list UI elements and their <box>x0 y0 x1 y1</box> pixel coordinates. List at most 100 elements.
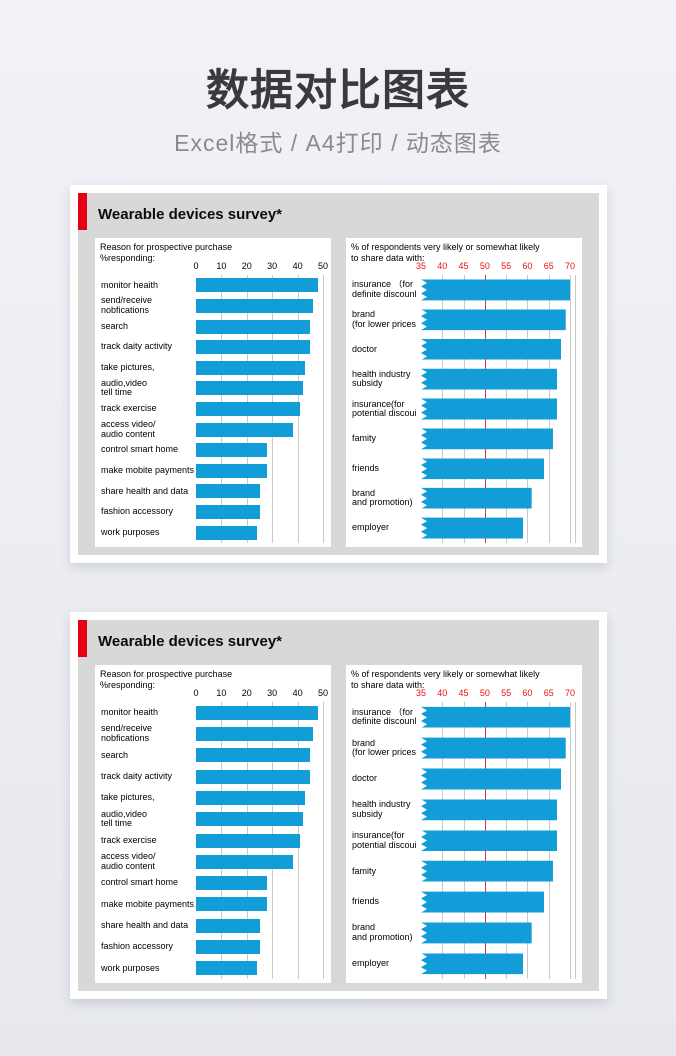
axis-tick-label: 60 <box>522 261 533 271</box>
page-subtitle: Excel格式 / A4打印 / 动态图表 <box>174 130 502 156</box>
axis-tick-label: 0 <box>193 688 199 698</box>
bar-row: brand and promotion) <box>346 917 582 948</box>
bar-row: brand and promotion) <box>346 483 582 513</box>
bar-track <box>421 948 576 979</box>
axis-tick-label: 10 <box>216 261 227 271</box>
bar <box>421 922 532 944</box>
axis-tick-label: 45 <box>458 261 469 271</box>
axis-tick-label: 30 <box>267 688 278 698</box>
axis-tick-label: 50 <box>479 688 490 698</box>
bar <box>196 790 306 805</box>
bar-track <box>196 830 323 851</box>
charts-row: Reason for prospective purchase %respond… <box>95 665 582 983</box>
bar-track <box>421 702 576 733</box>
bar-track <box>196 723 323 744</box>
bar-label: health industry subsidy <box>352 369 411 389</box>
bar <box>421 517 524 539</box>
bar-label: audio,video tell time <box>101 809 148 829</box>
chart-title: % of respondents very likely or somewhat… <box>351 242 540 263</box>
charts-row: Reason for prospective purchase %respond… <box>95 238 582 547</box>
bar-track <box>196 296 323 317</box>
bar-track <box>196 894 323 915</box>
axis-tick-label: 30 <box>267 261 278 271</box>
bar <box>196 897 268 912</box>
bar-row: health industry subsidy <box>346 364 582 394</box>
bar-label: insurance(for potential discoui <box>352 831 417 850</box>
bar-row: friends <box>346 887 582 918</box>
bar <box>421 706 570 728</box>
bar-row: track daity activity <box>95 337 331 358</box>
bar-label: track exercise <box>101 835 157 845</box>
bar-row: access video/ audio content <box>95 851 331 872</box>
bar <box>421 398 558 420</box>
bar-row: take pictures, <box>95 357 331 378</box>
axis-tick-label: 60 <box>522 688 533 698</box>
bar-track <box>196 399 323 420</box>
bar-row: access video/ audio content <box>95 419 331 440</box>
bar <box>421 953 524 975</box>
bar <box>421 279 570 301</box>
bar <box>421 737 566 759</box>
bar-label: access video/ audio content <box>101 852 156 871</box>
bar-track <box>421 305 576 335</box>
bar-label: monitor heaith <box>101 280 159 290</box>
bar-label: fashion accessory <box>101 507 174 517</box>
bar-row: monitor heaith <box>95 275 331 296</box>
share-data-chart: % of respondents very likely or somewhat… <box>346 665 582 983</box>
bar-label: access video/ audio content <box>101 420 156 439</box>
bar-label: send/receive nobfications <box>101 724 153 743</box>
bar-track <box>196 440 323 461</box>
bar <box>196 298 313 313</box>
bar-label: send/receive nobfications <box>101 296 153 315</box>
bar-row: audio,video tell time <box>95 809 331 830</box>
bar-track <box>196 958 323 979</box>
bar-label: friends <box>352 897 380 907</box>
bar-rows: insurance （for definite discounl brand (f… <box>346 275 582 543</box>
bar-row: take pictures, <box>95 787 331 808</box>
bar-track <box>421 856 576 887</box>
bar <box>196 340 311 355</box>
bar-label: share health and data <box>101 486 189 496</box>
bar-track <box>421 483 576 513</box>
bar-row: control smart home <box>95 873 331 894</box>
bar-label: insurance(for potential discoui <box>352 399 417 419</box>
bar-track <box>421 364 576 394</box>
bar <box>196 422 293 437</box>
bar <box>421 428 553 450</box>
bar-label: doctor <box>352 344 378 354</box>
bar-row: control smart home <box>95 440 331 461</box>
bar-label: track daity activity <box>101 342 173 352</box>
gridline <box>570 702 571 979</box>
bar <box>421 368 558 390</box>
bar-row: send/receive nobfications <box>95 723 331 744</box>
chart-title: % of respondents very likely or somewhat… <box>351 669 540 690</box>
survey-panel: Wearable devices survey* Reason for pros… <box>78 620 599 991</box>
bar-label: brand and promotion) <box>352 488 413 508</box>
axis-tick-label: 50 <box>479 261 490 271</box>
bar-row: brand (for lower prices <box>346 733 582 764</box>
bar <box>421 799 558 821</box>
bar-row: search <box>95 316 331 337</box>
axis-tick-label: 50 <box>317 261 329 271</box>
x-axis: 0 10 20 30 40 50 <box>193 688 328 699</box>
bar-track <box>196 915 323 936</box>
bar <box>196 463 268 478</box>
bar-label: brand (for lower prices <box>352 738 417 758</box>
axis-tick-label: 50 <box>317 688 329 698</box>
bar-label: work purposes <box>101 963 160 973</box>
bar <box>421 830 558 852</box>
bar-row: famity <box>346 856 582 887</box>
page-title: 数据对比图表 <box>206 67 470 115</box>
bar-track <box>196 419 323 440</box>
x-axis: 35 40 45 50 55 60 65 70 <box>416 688 576 699</box>
bar-label: friends <box>352 463 380 473</box>
bar-label: audio,video tell time <box>101 378 148 398</box>
bar-row: insurance(for potential discoui <box>346 825 582 856</box>
bar <box>421 768 562 790</box>
gridline <box>323 702 324 979</box>
axis-tick-label: 40 <box>292 261 303 271</box>
axis-tick-label: 70 <box>564 261 576 271</box>
chart-title: Reason for prospective purchase %respond… <box>100 669 233 690</box>
bar-label: brand (for lower prices <box>352 310 417 329</box>
bar-label: search <box>101 321 129 331</box>
